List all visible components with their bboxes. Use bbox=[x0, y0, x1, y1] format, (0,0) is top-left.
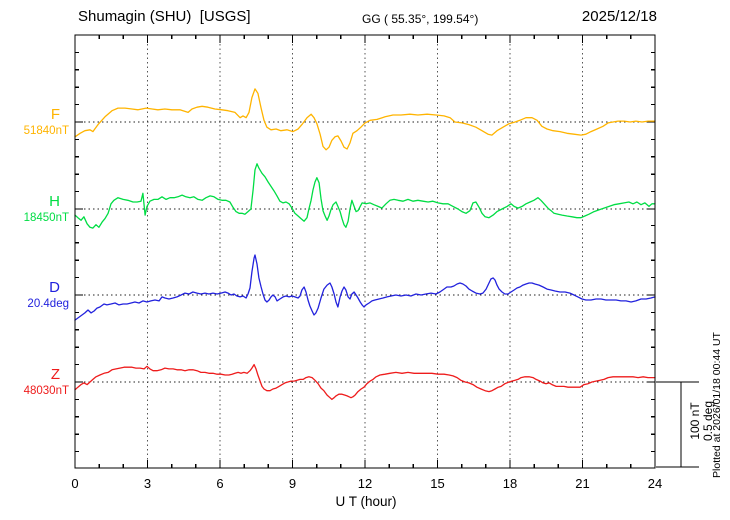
channel-value-Z: 48030nT bbox=[23, 385, 69, 397]
series-Z bbox=[74, 363, 656, 401]
x-tick-label-6: 6 bbox=[216, 476, 224, 491]
x-tick-label-0: 0 bbox=[71, 476, 79, 491]
channel-label-H: H bbox=[49, 193, 60, 210]
geo-coordinates: GG ( 55.35°, 199.54°) bbox=[362, 12, 479, 26]
plot-frame bbox=[74, 34, 656, 469]
scale-bar-label-nt: 100 nT bbox=[688, 402, 702, 440]
x-tick-label-15: 15 bbox=[430, 476, 445, 491]
series-F bbox=[74, 88, 656, 151]
x-tick-label-9: 9 bbox=[288, 476, 297, 491]
series-D bbox=[74, 254, 656, 321]
channel-label-Z: Z bbox=[50, 366, 60, 383]
plotted-timestamp: Plotted at 2026/01/18 00:44 UT bbox=[711, 332, 723, 478]
x-tick-label-21: 21 bbox=[575, 476, 590, 491]
channel-value-F: 51840nT bbox=[23, 125, 69, 137]
x-tick-label-18: 18 bbox=[502, 476, 518, 491]
channel-label-D: D bbox=[49, 279, 60, 296]
series-H bbox=[74, 163, 656, 229]
x-tick-label-3: 3 bbox=[143, 476, 152, 491]
channel-label-F: F bbox=[50, 106, 60, 123]
channel-value-H: 18450nT bbox=[23, 212, 69, 224]
plot-date: 2025/12/18 bbox=[581, 8, 657, 25]
x-tick-label-24: 24 bbox=[647, 476, 663, 491]
channel-value-D: 20.4deg bbox=[27, 298, 69, 310]
x-tick-label-12: 12 bbox=[357, 476, 373, 491]
x-axis-label: U T (hour) bbox=[335, 494, 397, 509]
station-title: Shumagin (SHU) [USGS] bbox=[78, 8, 251, 25]
